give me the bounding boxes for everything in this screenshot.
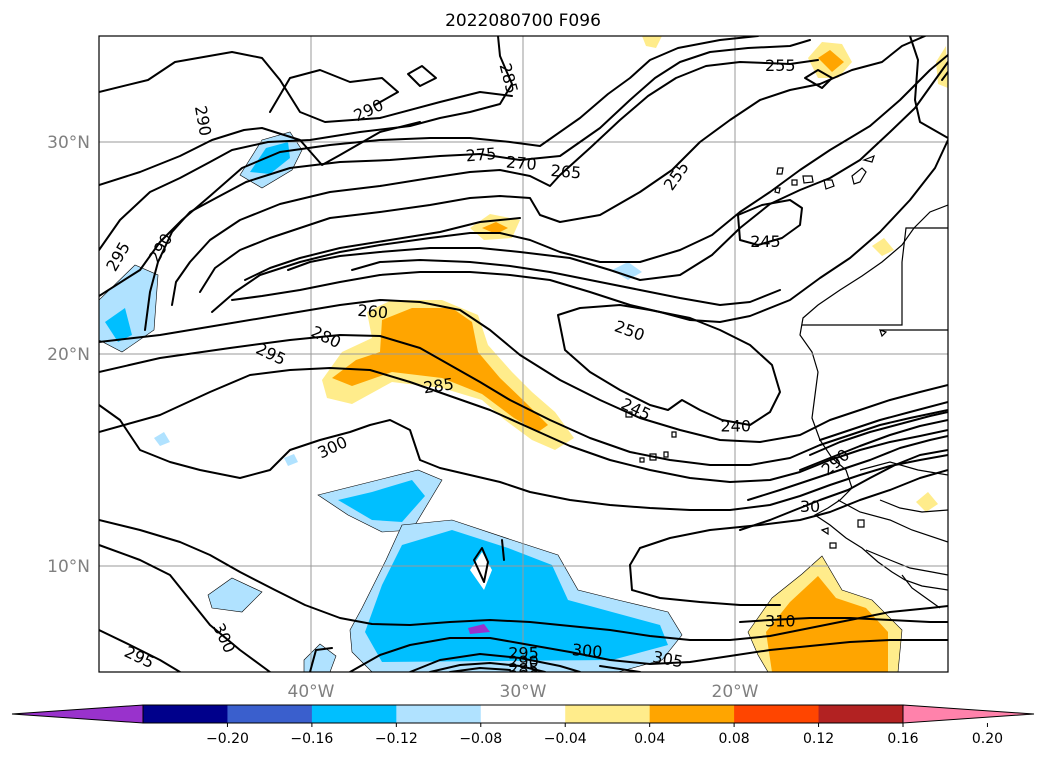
lon-tick-label: 30°W: [500, 682, 547, 702]
colorbar-tick-label: 0.12: [803, 731, 834, 747]
mauritania-border: [879, 329, 948, 338]
contour-label: 275: [465, 144, 497, 166]
contour-label: 280: [508, 667, 539, 686]
colorbar-extend-high: [902, 704, 1035, 724]
western-sahara-border: [802, 227, 948, 326]
colorbar-tick-label: 0.08: [719, 731, 750, 747]
colorbar-extend-low: [11, 704, 144, 724]
neg-region-core: [105, 308, 132, 342]
neg-region-light: [612, 262, 642, 280]
small-islands: [820, 519, 865, 549]
gridlines: [99, 36, 948, 672]
colorbar-bin: [818, 705, 904, 723]
colorbar-bin: [649, 705, 735, 723]
lon-tick-label: 40°W: [288, 682, 335, 702]
cape-verde: [625, 411, 677, 463]
colorbar-bin: [227, 705, 313, 723]
lat-tick-label: 30°N: [47, 133, 90, 153]
pos-region-core: [482, 222, 508, 234]
guinea-border: [865, 549, 948, 609]
contour-label: 290: [508, 652, 539, 671]
neg-region-deep: [468, 624, 490, 634]
contour-label: 270: [505, 152, 537, 174]
colorbar-tick-label: 0.04: [634, 731, 665, 747]
contour-label: 245: [750, 232, 781, 251]
figure-title: 2022080700 F096: [445, 11, 601, 31]
lon-tick-label: 20°W: [712, 682, 759, 702]
neg-region-core: [338, 480, 425, 522]
contour-label: 300: [571, 640, 603, 662]
colorbar-tick-label: 0.16: [887, 731, 918, 747]
contour-label: 255: [765, 56, 796, 75]
coastlines: [625, 154, 948, 609]
neg-region-hole: [470, 552, 492, 590]
colorbar-tick-label: −0.16: [290, 731, 333, 747]
neg-region-light: [154, 432, 170, 446]
lat-tick-label: 20°N: [47, 345, 90, 365]
colorbar-bin: [143, 705, 228, 723]
lat-tick-labels: 30°N 20°N 10°N: [47, 133, 90, 577]
neg-region-light: [284, 454, 298, 466]
colorbar-bin: [565, 705, 651, 723]
pos-region-light: [872, 238, 894, 256]
colorbar-tick-label: −0.12: [375, 731, 418, 747]
colorbar-frame: [142, 704, 904, 724]
colorbar-bin: [734, 705, 820, 723]
colorbar-tick-label: −0.08: [459, 731, 502, 747]
contour-label: 30: [800, 497, 820, 516]
contour-label: 285: [422, 374, 455, 397]
contour-label: 285: [508, 659, 539, 678]
pos-region-core: [332, 308, 548, 432]
neg-region-light: [207, 577, 263, 613]
contour-label: 295: [508, 643, 539, 662]
colorbar-tick-label: −0.04: [544, 731, 587, 747]
lon-tick-labels: 40°W 30°W 20°W: [288, 682, 759, 702]
pos-region-light: [916, 492, 938, 512]
colorbar-bin: [480, 705, 566, 723]
canary-islands: [774, 154, 875, 194]
colorbar-bin: [396, 705, 482, 723]
contour-label: 260: [357, 301, 389, 323]
contour-label: 310: [765, 612, 796, 631]
colorbar-bin: [311, 705, 397, 723]
senegal-border: [837, 461, 948, 543]
pos-region-light: [642, 36, 662, 48]
lat-tick-label: 10°N: [47, 557, 90, 577]
pos-region-core: [818, 50, 844, 72]
contour-label: 265: [550, 161, 582, 183]
colorbar-tick-label: 0.20: [972, 731, 1003, 747]
contours: [99, 36, 948, 672]
colorbar-tick-label: −0.20: [206, 731, 249, 747]
neg-region-core: [250, 142, 290, 174]
colorbar: −0.20 −0.16 −0.12 −0.08 −0.04 0.04 0.08 0.12 0.1…: [11, 704, 1035, 747]
map-frame: [98, 35, 949, 673]
contour-label: 240: [720, 417, 751, 436]
